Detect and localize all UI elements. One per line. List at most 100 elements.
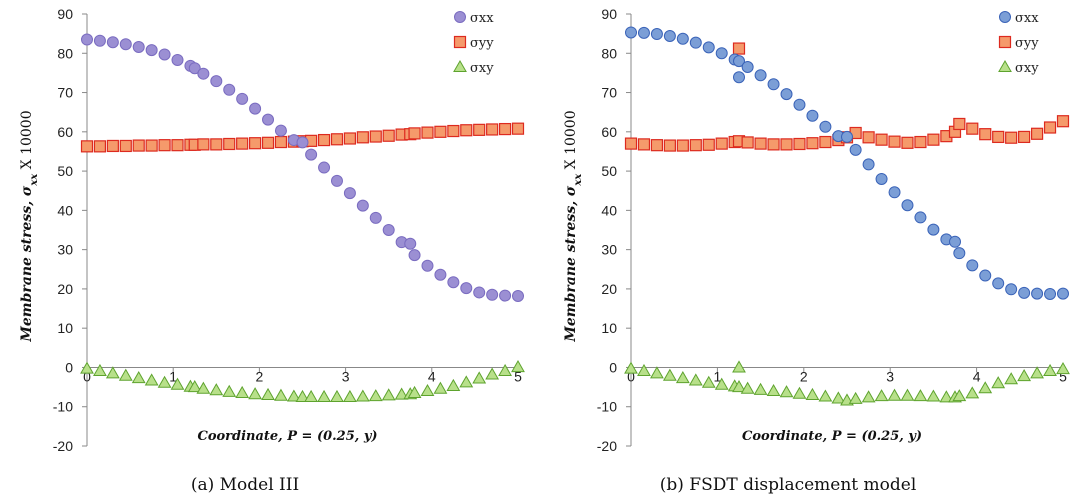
data-point <box>1018 130 1031 144</box>
data-point <box>119 38 132 51</box>
figure-caption: (b) FSDT displacement model <box>660 475 917 495</box>
data-point <box>901 136 914 149</box>
data-point <box>663 29 676 42</box>
legend-label: σxy <box>470 61 494 76</box>
data-point <box>714 377 729 390</box>
data-point <box>966 122 979 135</box>
data-point <box>874 389 889 402</box>
data-point <box>662 368 677 381</box>
series-σxy <box>80 360 525 402</box>
data-point <box>637 138 651 151</box>
data-point <box>841 130 853 143</box>
data-point <box>966 259 979 272</box>
data-point <box>624 137 638 150</box>
data-point <box>447 124 460 138</box>
data-point <box>676 32 689 45</box>
y-tick-label: 40 <box>57 202 73 218</box>
data-point <box>223 83 236 96</box>
y-tick-label: 70 <box>57 85 73 101</box>
data-point <box>158 48 171 61</box>
data-point <box>831 391 846 404</box>
data-point <box>780 88 793 101</box>
y-tick-label: -10 <box>53 399 73 415</box>
data-point <box>81 33 93 46</box>
y-tick-label: 10 <box>57 320 73 336</box>
data-point <box>188 62 201 75</box>
data-point <box>1043 363 1057 377</box>
data-point <box>901 199 914 212</box>
data-point <box>274 388 288 401</box>
data-point <box>965 386 980 399</box>
data-point <box>754 69 767 82</box>
data-point <box>421 259 434 272</box>
data-point <box>992 130 1005 144</box>
data-point <box>952 389 967 402</box>
data-point <box>927 223 940 236</box>
legend-label: σxx <box>470 11 494 26</box>
data-point <box>274 124 287 137</box>
data-point <box>767 78 780 91</box>
data-point <box>286 389 301 402</box>
data-point <box>862 158 875 171</box>
data-point <box>421 126 434 139</box>
data-point <box>261 387 275 400</box>
data-point <box>222 384 237 397</box>
data-point <box>733 55 745 68</box>
data-point <box>262 113 275 126</box>
data-point <box>979 128 992 141</box>
data-point <box>472 371 487 384</box>
data-point <box>236 92 249 105</box>
data-point <box>157 375 172 388</box>
data-point <box>793 98 806 111</box>
y-tick-label: 80 <box>601 45 617 61</box>
data-point <box>249 102 262 115</box>
data-point <box>1057 287 1069 300</box>
data-point <box>210 75 223 88</box>
data-point <box>1005 131 1018 144</box>
x-tick-label: 1 <box>169 368 177 384</box>
x-tick-label: 5 <box>514 368 522 384</box>
data-point <box>888 135 901 148</box>
data-point <box>754 137 767 150</box>
x-tick-label: 1 <box>714 368 722 384</box>
data-point <box>132 139 145 152</box>
data-point <box>223 137 236 151</box>
data-point <box>1056 115 1070 128</box>
data-point <box>131 371 146 384</box>
data-point <box>145 44 158 57</box>
legend: σxx σyy σxy <box>998 11 1039 76</box>
data-point <box>145 139 158 152</box>
data-point <box>499 289 512 302</box>
data-point <box>356 199 369 212</box>
data-point <box>806 109 819 122</box>
data-point <box>80 361 94 374</box>
data-point <box>819 120 832 133</box>
legend-marker-σxx <box>454 11 466 23</box>
data-point <box>779 385 794 398</box>
legend-label: σyy <box>1015 36 1039 51</box>
data-point <box>119 139 132 153</box>
x-tick-label: 4 <box>973 368 981 384</box>
data-point <box>953 247 966 260</box>
y-axis-title: Membrane stress, σxx X 10000 <box>563 110 584 342</box>
data-point <box>511 360 525 373</box>
y-tick-label: 20 <box>57 281 73 297</box>
data-point <box>849 143 862 156</box>
data-point <box>663 139 676 152</box>
data-point <box>498 122 512 136</box>
data-point <box>702 138 715 151</box>
data-point <box>394 387 409 400</box>
y-tick-label: 90 <box>601 6 617 22</box>
series-σyy <box>624 42 1070 152</box>
data-point <box>637 26 650 39</box>
data-point <box>650 28 663 41</box>
data-point <box>1043 121 1057 134</box>
data-point <box>343 187 356 200</box>
data-point <box>132 40 145 53</box>
x-tick-label: 5 <box>1059 368 1067 384</box>
data-point <box>914 135 927 149</box>
data-point <box>689 139 702 152</box>
data-point <box>342 389 357 402</box>
data-point <box>979 269 992 282</box>
